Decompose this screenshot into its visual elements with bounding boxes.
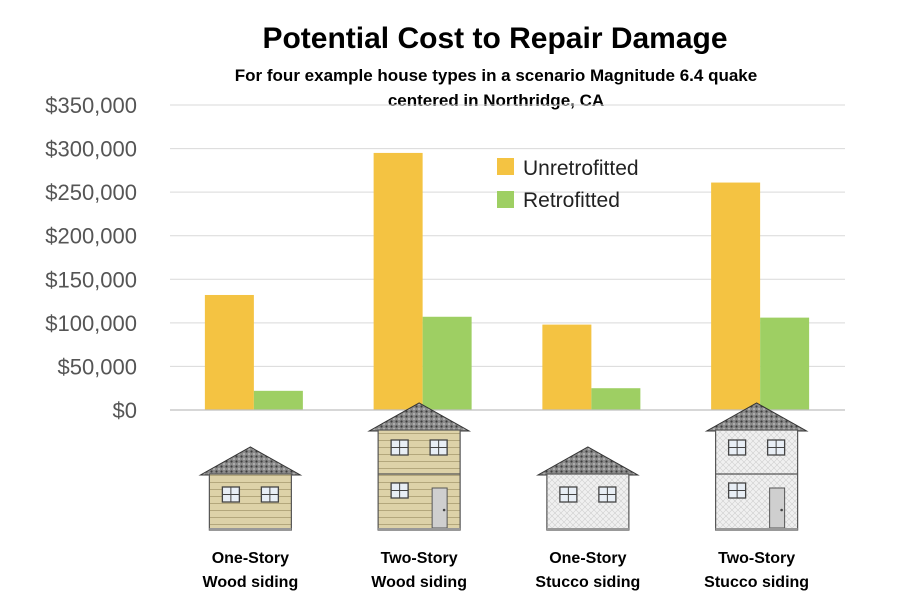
- legend-label-unretrofitted: Unretrofitted: [523, 157, 639, 180]
- one-story-wood-house-icon: [198, 446, 303, 531]
- bar-retrofitted: [422, 316, 472, 410]
- bar-unretrofitted: [373, 152, 423, 410]
- chart-subtitle-line-1: For four example house types in a scenar…: [235, 66, 757, 85]
- y-tick-label: $300,000: [45, 137, 137, 162]
- chart-title: Potential Cost to Repair Damage: [262, 22, 727, 55]
- y-tick-label: $200,000: [45, 224, 137, 249]
- legend: Unretrofitted Retrofitted: [497, 157, 639, 212]
- legend-swatch-unretrofitted: [497, 158, 514, 175]
- y-tick-label: $250,000: [45, 180, 137, 205]
- legend-label-retrofitted: Retrofitted: [523, 189, 620, 212]
- x-category-label: Two-Story Stucco siding: [704, 550, 809, 591]
- two-story-stucco-house-icon: [704, 402, 809, 531]
- bar-unretrofitted: [542, 324, 592, 410]
- y-tick-label: $50,000: [57, 354, 137, 379]
- y-axis-tick-labels: $0 $50,000 $100,000 $150,000 $200,000 $250,00…: [45, 93, 137, 423]
- house-illustrations: [198, 402, 809, 531]
- legend-swatch-retrofitted: [497, 191, 514, 208]
- bars: [204, 152, 810, 410]
- chart-subtitle-line-2: centered in Northridge, CA: [388, 91, 604, 110]
- bar-unretrofitted: [204, 294, 254, 410]
- two-story-wood-house-icon: [367, 402, 472, 531]
- one-story-stucco-house-icon: [535, 446, 640, 531]
- bar-retrofitted: [760, 317, 810, 410]
- x-category-label: Two-Story Wood siding: [371, 550, 467, 591]
- bar-retrofitted: [591, 388, 641, 410]
- y-tick-label: $0: [113, 398, 137, 423]
- bar-retrofitted: [253, 390, 303, 410]
- x-category-label: One-Story Stucco siding: [535, 550, 640, 591]
- y-tick-label: $100,000: [45, 311, 137, 336]
- y-tick-label: $150,000: [45, 267, 137, 292]
- x-category-label: One-Story Wood siding: [203, 550, 299, 591]
- y-tick-label: $350,000: [45, 93, 137, 118]
- bar-unretrofitted: [711, 182, 761, 410]
- x-axis-category-labels: One-Story Wood siding Two-Story Wood siding…: [203, 550, 810, 591]
